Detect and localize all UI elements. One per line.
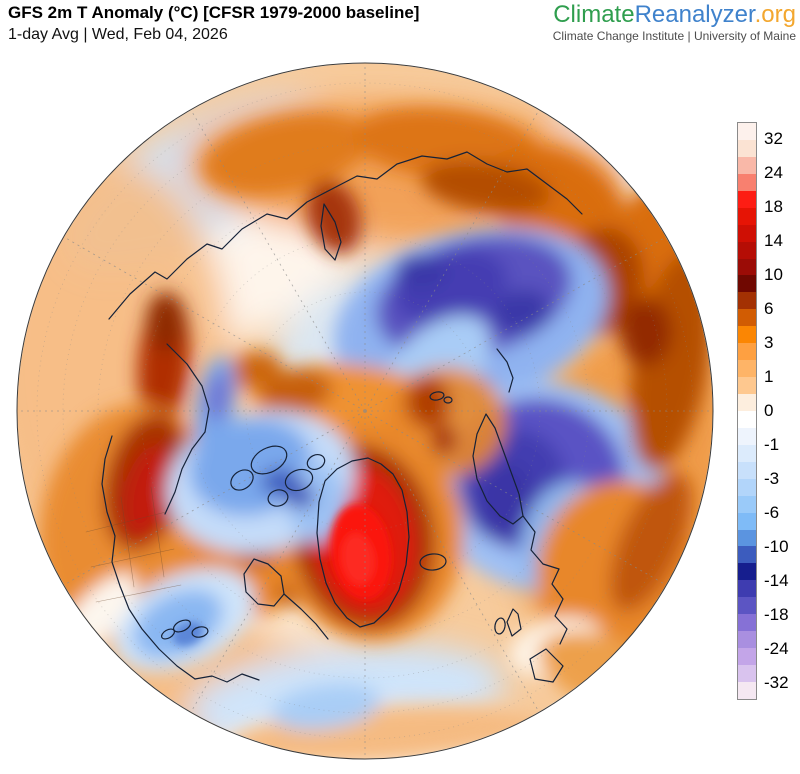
colorbar-segment	[738, 614, 756, 632]
colorbar-segment	[738, 563, 756, 581]
colorbar-tick-label: 6	[764, 299, 774, 318]
graticule	[17, 63, 713, 759]
colorbar-segment	[738, 292, 756, 310]
logo-org: .org	[754, 1, 796, 28]
colorbar-segment	[738, 597, 756, 615]
colorbar-segment	[738, 343, 756, 361]
colorbar-segment	[738, 546, 756, 564]
colorbar-tick-label: 3	[764, 333, 774, 352]
subtitle-date: 1-day Avg | Wed, Feb 04, 2026	[8, 26, 228, 43]
polar-map-svg	[16, 62, 714, 760]
colorbar-segment	[738, 377, 756, 394]
colorbar-segment	[738, 631, 756, 649]
colorbar-segment	[738, 156, 756, 174]
colorbar-segment	[738, 173, 756, 191]
colorbar-segment	[738, 241, 756, 259]
colorbar-tick-label: -14	[764, 571, 789, 590]
colorbar-segment	[738, 123, 756, 140]
logo-reanalyzer: Reanalyzer	[634, 1, 755, 28]
globe-rim	[16, 62, 714, 760]
colorbar-segment	[738, 360, 756, 378]
colorbar-segment	[738, 681, 756, 699]
colorbar-segment	[738, 580, 756, 598]
climate-reanalyzer-logo[interactable]: ClimateReanalyzer.org Climate Change Ins…	[553, 2, 796, 43]
colorbar-segment	[738, 394, 756, 411]
colorbar-tick-label: -10	[764, 537, 789, 556]
logo-wordmark[interactable]: ClimateReanalyzer.org	[553, 2, 796, 27]
colorbar-tick-label: 18	[764, 197, 783, 216]
colorbar-segment	[738, 207, 756, 225]
colorbar-tick-label: 0	[764, 401, 774, 420]
colorbar-segment	[738, 512, 756, 530]
page-title: GFS 2m T Anomaly (°C) [CFSR 1979-2000 ba…	[8, 3, 420, 22]
colorbar-segment	[738, 495, 756, 513]
colorbar-tick-label: -24	[764, 639, 789, 658]
colorbar-tick-label: -1	[764, 435, 780, 454]
colorbar-tick-label: 1	[764, 366, 774, 386]
colorbar-segment	[738, 648, 756, 665]
colorbar-segment	[738, 478, 756, 496]
colorbar-segment	[738, 190, 756, 208]
colorbar-tick-label: -32	[764, 673, 789, 692]
colorbar-segment	[738, 427, 756, 445]
colorbar-tick-label: 10	[764, 265, 783, 284]
colorbar-tick-label: -6	[764, 503, 780, 522]
map-header: GFS 2m T Anomaly (°C) [CFSR 1979-2000 ba…	[8, 3, 419, 44]
colorbar-tick-label: 14	[764, 231, 783, 250]
colorbar-segment	[738, 665, 756, 682]
anomaly-map	[16, 62, 714, 760]
colorbar-tick-label: 32	[764, 129, 783, 148]
logo-tagline: Climate Change Institute | University of…	[552, 29, 796, 44]
coastlines	[85, 151, 583, 683]
colorbar-segment	[738, 529, 756, 547]
logo-climate: Climate	[553, 1, 635, 28]
colorbar	[737, 122, 757, 700]
colorbar-segment	[738, 410, 756, 428]
colorbar-segment	[738, 326, 756, 344]
colorbar-segment	[738, 139, 756, 157]
colorbar-tick-label: -3	[764, 469, 780, 488]
colorbar-tick-label: 24	[764, 163, 783, 182]
colorbar-segment	[738, 258, 756, 276]
colorbar-segment	[738, 309, 756, 327]
colorbar-tick-label: -18	[764, 605, 789, 624]
colorbar-segment	[738, 444, 756, 462]
colorbar-segment	[738, 461, 756, 479]
colorbar-segment	[738, 224, 756, 242]
colorbar-segment	[738, 275, 756, 293]
anomaly-field	[17, 63, 713, 759]
